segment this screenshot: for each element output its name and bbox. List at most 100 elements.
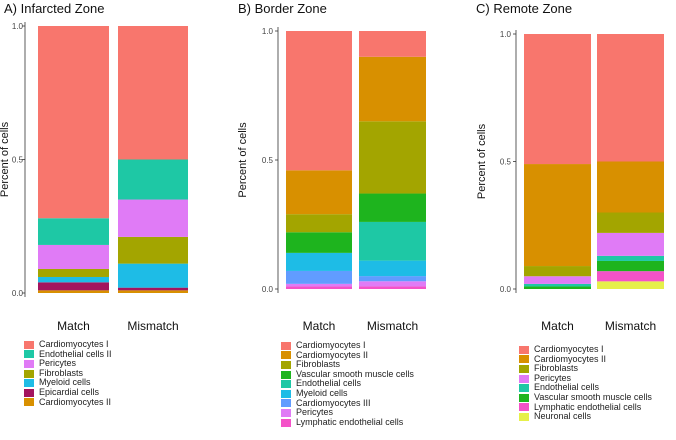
bar-segment-endothelial-cells [524, 283, 591, 287]
legend-item: Fibroblasts [281, 360, 414, 370]
bar-segment-cardiomyocytes-i [286, 31, 352, 171]
y-tick-label: 0.5 [500, 158, 512, 167]
legend-item: Vascular smooth muscle cells [281, 369, 414, 380]
legend-item: Cardiomyocytes I [281, 340, 414, 351]
legend-swatch [281, 408, 291, 417]
bar-segment-cardiomyocytes-i [359, 31, 426, 57]
bar-segment-cardiomyocytes-i [524, 34, 591, 165]
bar-segment-cardiomyocytes-i [38, 26, 109, 219]
bar-segment-cardiomyocytes-i [597, 34, 664, 162]
legend-swatch [519, 384, 529, 393]
legend-item: Fibroblasts [519, 364, 652, 374]
bar-segment-myeloid-cells [38, 276, 109, 283]
bar-segment-cardiomyocytes-iii [286, 270, 352, 284]
legend-item: Myeloid cells [24, 378, 112, 388]
legend-label: Pericytes [39, 358, 77, 369]
legend-label: Fibroblasts [296, 359, 341, 370]
legend-swatch [281, 389, 291, 398]
legend-item: Neuronal cells [519, 412, 652, 422]
legend-label: Vascular smooth muscle cells [534, 391, 652, 402]
legend-item: Cardiomyocytes II [519, 354, 652, 365]
legend-item: Endothelial cells [281, 379, 414, 389]
bar-segment-myeloid-cells [359, 260, 426, 277]
y-tick-label: 0.0 [262, 285, 274, 294]
legend-label: Cardiomyocytes I [39, 339, 109, 349]
bar-segment-epicardial-cells [38, 282, 109, 291]
bar-segment-pericytes [359, 281, 426, 287]
bar-segment-pericytes [38, 244, 109, 269]
legend-item: Fibroblasts [24, 367, 112, 379]
y-axis-label: Percent of cells [237, 122, 249, 198]
x-category-label: Mismatch [367, 319, 418, 333]
legend-label: Fibroblasts [534, 363, 579, 374]
chart-title: A) Infarcted Zone [4, 1, 104, 16]
legend-label: Lymphatic endothelial cells [296, 416, 404, 427]
bar-segment-fibroblasts [524, 266, 591, 277]
bar-segment-vascular-smooth-muscle-cells [286, 232, 352, 253]
x-category-label: Mismatch [127, 319, 178, 333]
legend-item: Vascular smooth muscle cells [519, 391, 652, 403]
legend-swatch [519, 355, 529, 364]
legend-item: Cardiomyocytes I [24, 339, 112, 350]
legend-label: Cardiomyocytes III [296, 397, 371, 408]
bar-segment-cardiomyocytes-ii [524, 164, 591, 267]
bar-segment-myeloid-cells [118, 263, 188, 288]
legend-label: Endothelial cells II [39, 348, 112, 359]
chart-title: C) Remote Zone [476, 1, 572, 16]
y-tick-label: 0.5 [12, 156, 24, 165]
legend-swatch [519, 393, 529, 402]
x-category-label: Match [57, 319, 90, 333]
chart-panel-1: A) Infarcted Zone Percent of cells 0.0 0.5 1… [0, 1, 188, 333]
legend-swatch [281, 341, 291, 350]
legend-item: Myeloid cells [281, 388, 414, 399]
legend-label: Epicardial cells [39, 386, 100, 397]
y-tick-label: 1.0 [12, 22, 24, 31]
y-tick-label: 0.5 [262, 156, 274, 165]
bar-segment-neuronal-cells [597, 281, 664, 289]
bar-segment-cardiomyocytes-ii [118, 290, 188, 293]
legend-swatch [519, 364, 529, 373]
y-tick-label: 1.0 [500, 30, 512, 39]
legend-label: Endothelial cells [534, 382, 600, 393]
legend-item: Cardiomyocytes II [281, 349, 414, 361]
bar-segment-endothelial-cells-ii [118, 159, 188, 200]
legend-swatch [24, 369, 34, 378]
y-tick-label: 0.0 [500, 285, 512, 294]
legend-label: Cardiomyocytes I [534, 344, 604, 354]
legend-swatch [281, 370, 291, 379]
bar-segment-vascular-smooth-muscle-cells [597, 260, 664, 272]
bar-segment-lymphatic-endothelial-cells [286, 286, 352, 289]
bar-segment-pericytes [597, 232, 664, 256]
legend-label: Cardiomyocytes II [296, 349, 369, 360]
legend-swatch [519, 412, 529, 421]
bar-segment-fibroblasts [38, 268, 109, 277]
bar-segment-endothelial-cells [597, 255, 664, 261]
legend-label: Myeloid cells [39, 377, 91, 388]
legend-swatch [24, 379, 34, 388]
legend-item: Cardiomyocytes III [281, 397, 414, 409]
legend-item: Pericytes [519, 372, 652, 384]
legend-item: Cardiomyocytes I [519, 344, 652, 355]
legend-swatch [281, 360, 291, 369]
legend-item: Lymphatic endothelial cells [519, 402, 652, 413]
legend-label: Pericytes [534, 372, 572, 383]
bar-segment-fibroblasts [118, 236, 188, 264]
legend-swatch [24, 388, 34, 397]
legend-item: Pericytes [24, 359, 112, 369]
bar-segment-pericytes [118, 199, 188, 237]
bar-segment-cardiomyocytes-ii [359, 56, 426, 122]
legend-item: Endothelial cells [519, 383, 652, 393]
legend-swatch [281, 351, 291, 360]
legend-swatch [281, 399, 291, 408]
x-category-label: Match [303, 319, 336, 333]
legend-swatch [24, 340, 34, 349]
legend-swatch [519, 374, 529, 383]
bar-segment-lymphatic-endothelial-cells [359, 286, 426, 289]
legend-swatch [281, 418, 291, 427]
legend-item: Lymphatic endothelial cells [281, 416, 414, 428]
bar-segment-cardiomyocytes-ii [597, 161, 664, 213]
legend-item: Pericytes [281, 408, 414, 418]
legend-label: Fibroblasts [39, 367, 84, 378]
legend-label: Neuronal cells [534, 411, 592, 422]
bar-segment-cardiomyocytes-ii [286, 170, 352, 215]
